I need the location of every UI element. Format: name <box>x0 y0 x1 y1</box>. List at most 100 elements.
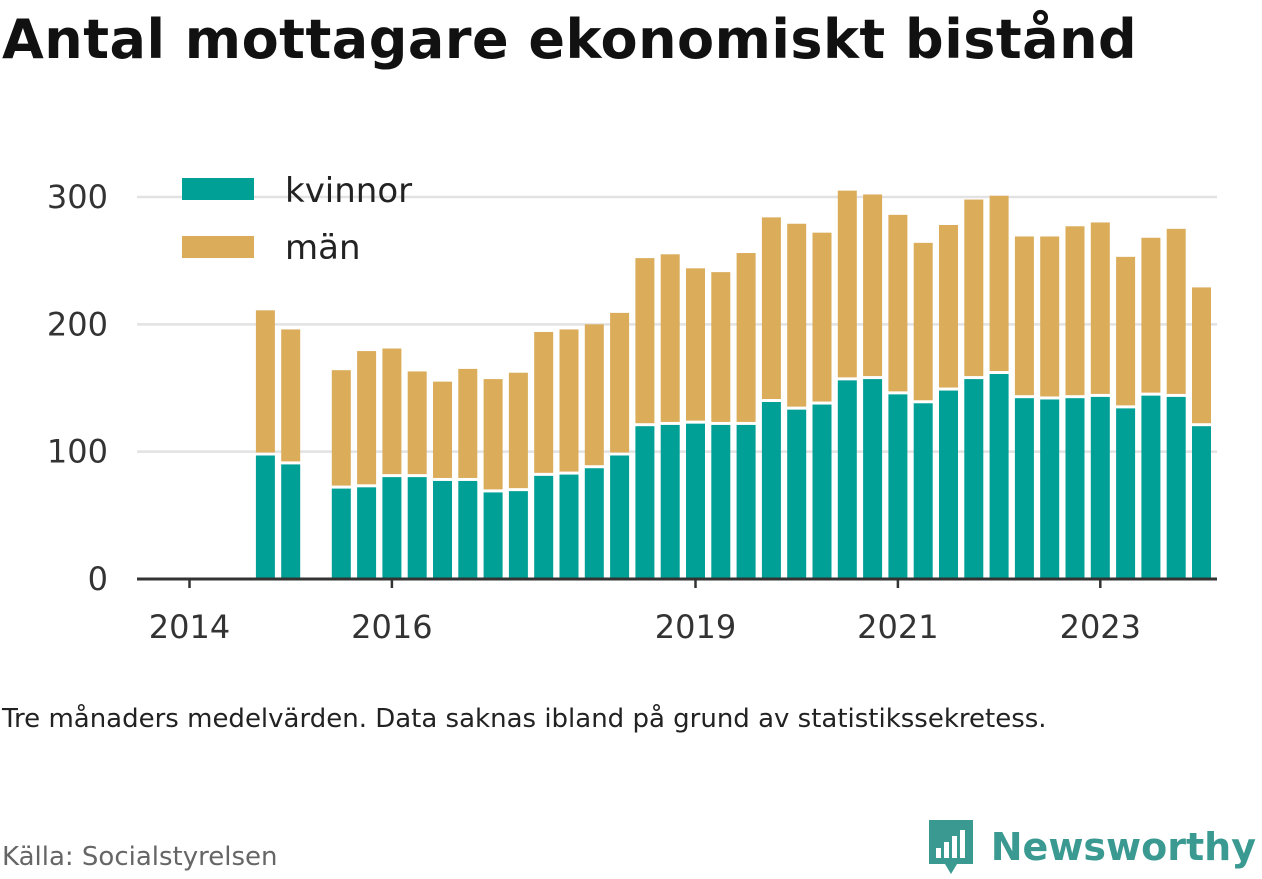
bar-stack <box>736 253 756 579</box>
bar-kvinnor <box>255 455 275 579</box>
bar-stack <box>584 324 604 579</box>
brand-name: Newsworthy <box>990 825 1256 869</box>
bar-man <box>939 225 958 388</box>
bar-stack <box>989 195 1009 579</box>
x-tick-label: 2014 <box>149 608 230 646</box>
bar-kvinnor <box>610 455 630 579</box>
bar-man <box>331 370 351 486</box>
bar-kvinnor <box>1141 395 1161 579</box>
bar-stack <box>1090 222 1110 579</box>
newsworthy-logo: Newsworthy <box>927 818 1256 876</box>
x-tick-label: 2016 <box>351 608 432 646</box>
bar-kvinnor <box>559 474 579 579</box>
bar-stack <box>761 217 781 579</box>
bar-kvinnor <box>863 379 883 579</box>
bar-stack <box>458 368 478 579</box>
bar-stack <box>559 329 579 579</box>
bar-man <box>610 312 630 453</box>
bar-stack <box>635 258 655 579</box>
x-tick-label: 2021 <box>857 608 938 646</box>
chart-note: Tre månaders medelvärden. Data saknas ib… <box>2 704 1047 734</box>
bar-stack <box>508 372 528 579</box>
bar-kvinnor <box>736 424 756 579</box>
bar-stack <box>1116 256 1136 579</box>
bar-man <box>736 253 756 422</box>
bar-stack <box>407 371 427 579</box>
bar-kvinnor <box>407 477 427 579</box>
legend-swatch-kvinnor <box>182 178 254 200</box>
bar-man <box>357 351 377 485</box>
bar-stack <box>1065 226 1085 579</box>
bar-man <box>281 329 301 462</box>
bar-kvinnor <box>1116 408 1136 579</box>
bar-stack <box>1166 228 1186 579</box>
bar-kvinnor <box>1192 426 1211 579</box>
bar-man <box>761 217 781 400</box>
bar-man <box>1040 236 1060 397</box>
bar-man <box>433 381 452 478</box>
bar-man <box>584 324 604 466</box>
bar-kvinnor <box>989 373 1009 579</box>
bar-stack <box>913 242 933 579</box>
bar-stack <box>787 223 807 579</box>
x-axis: 2014 2016 2019 2021 2023 <box>137 577 1217 646</box>
bar-man <box>1065 226 1085 396</box>
bar-man <box>888 214 908 392</box>
bars <box>255 190 1211 579</box>
bar-man <box>1141 237 1161 393</box>
y-tick-label: 0 <box>88 560 108 598</box>
bar-stack <box>1040 236 1060 579</box>
bar-stack <box>711 272 731 579</box>
x-tick-label: 2023 <box>1060 608 1141 646</box>
bar-stack <box>534 331 554 579</box>
bar-stack <box>331 370 351 579</box>
bar-kvinnor <box>331 488 351 579</box>
bar-man <box>787 223 807 407</box>
bar-kvinnor <box>711 424 731 579</box>
bar-man <box>382 348 402 475</box>
bar-kvinnor <box>812 404 832 579</box>
bar-man <box>812 232 832 402</box>
bar-man <box>913 242 933 401</box>
bar-man <box>1192 287 1211 424</box>
y-axis-ticks: 0 100 200 300 <box>47 178 108 598</box>
bar-man <box>863 194 883 377</box>
stacked-bar-chart: 0 100 200 300 2014 2016 2019 2021 2023 kvinnor … <box>47 171 1217 646</box>
bar-stack <box>888 214 908 579</box>
bar-stack <box>964 199 984 579</box>
bar-stack <box>281 329 301 579</box>
bar-kvinnor <box>357 487 377 579</box>
bar-kvinnor <box>584 468 604 579</box>
bar-stack <box>863 194 883 579</box>
bar-man <box>660 254 680 422</box>
y-tick-label: 300 <box>47 178 108 216</box>
bar-man <box>1014 236 1034 396</box>
bar-stack <box>812 232 832 579</box>
legend-swatch-man <box>182 236 254 258</box>
source-credit: Källa: Socialstyrelsen <box>2 842 278 872</box>
bar-kvinnor <box>458 480 478 579</box>
bar-man <box>837 190 857 378</box>
bar-kvinnor <box>787 409 807 579</box>
bar-stack <box>610 312 630 579</box>
bar-kvinnor <box>761 402 781 579</box>
bar-man <box>989 195 1009 371</box>
legend-label-kvinnor: kvinnor <box>285 171 412 211</box>
y-tick-label: 200 <box>47 305 108 343</box>
bar-man <box>1116 256 1136 406</box>
bar-man <box>1090 222 1110 394</box>
bar-man <box>483 379 503 490</box>
bar-man <box>686 268 705 421</box>
x-tick-label: 2019 <box>655 608 736 646</box>
bar-stack <box>1014 236 1034 579</box>
bar-kvinnor <box>660 424 680 579</box>
bar-kvinnor <box>939 390 958 579</box>
chart-title: Antal mottagare ekonomiskt bistånd <box>2 8 1138 71</box>
bar-man <box>635 258 655 424</box>
bar-stack <box>483 379 503 579</box>
bar-kvinnor <box>913 403 933 579</box>
bar-stack <box>837 190 857 579</box>
bar-man <box>508 372 528 489</box>
bar-kvinnor <box>534 475 554 579</box>
bar-stack <box>357 351 377 579</box>
